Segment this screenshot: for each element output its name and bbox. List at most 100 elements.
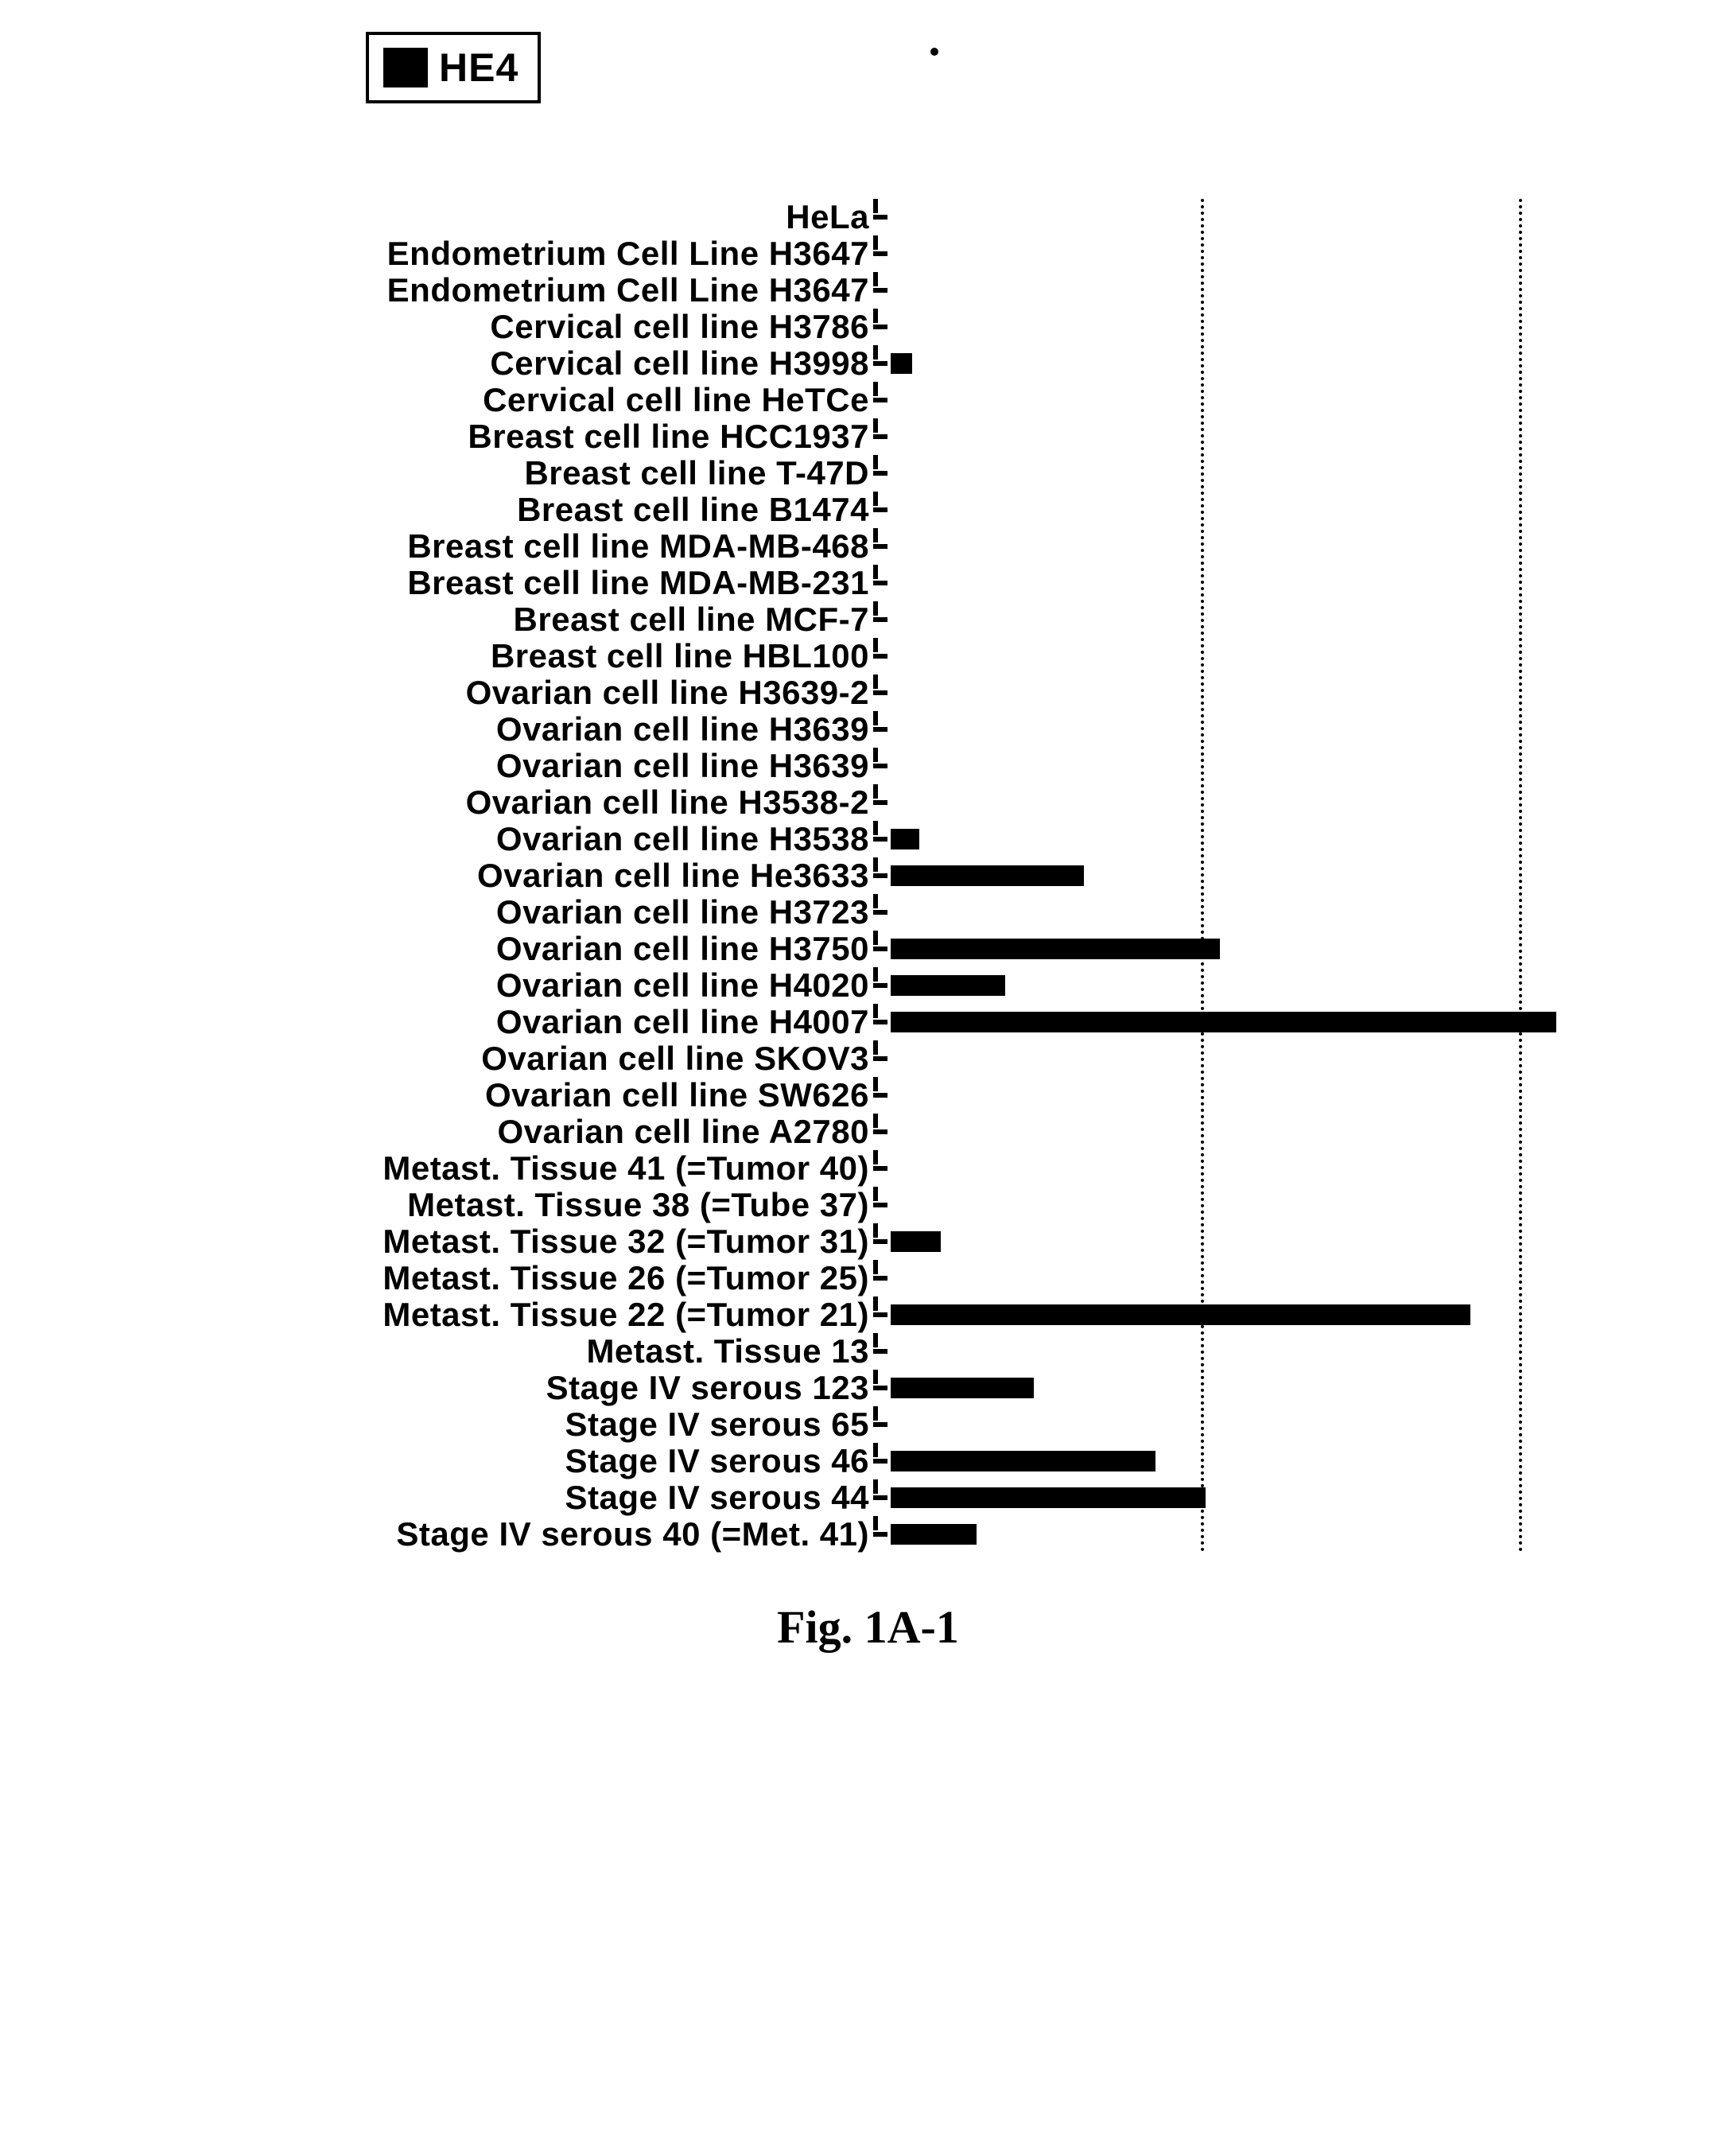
axis-tick-vert: [873, 638, 878, 652]
row-label: Stage IV serous 44: [565, 1479, 869, 1517]
axis-tick: [873, 251, 887, 256]
row-label: Stage IV serous 40 (=Met. 41): [396, 1515, 869, 1553]
table-row: Breast cell line B1474: [32, 492, 1704, 528]
axis-tick: [873, 873, 887, 878]
axis-tick: [873, 1495, 887, 1500]
bar: [891, 829, 919, 849]
axis-tick: [873, 910, 887, 915]
bar: [891, 1304, 1470, 1325]
axis-tick-vert: [873, 528, 878, 542]
table-row: Endometrium Cell Line H3647: [32, 272, 1704, 309]
axis-tick: [873, 1020, 887, 1024]
bar: [891, 1012, 1556, 1032]
axis-tick-vert: [873, 931, 878, 945]
axis-tick: [873, 398, 887, 402]
row-label: Ovarian cell line He3633: [477, 857, 869, 895]
row-label: Metast. Tissue 22 (=Tumor 21): [383, 1296, 869, 1334]
axis-tick: [873, 471, 887, 476]
axis-tick-vert: [873, 1260, 878, 1274]
axis-tick-vert: [873, 1004, 878, 1018]
row-label: Breast cell line T-47D: [524, 454, 869, 492]
axis-tick-vert: [873, 1443, 878, 1457]
axis-tick-vert: [873, 748, 878, 762]
figure-caption: Fig. 1A-1: [32, 1600, 1704, 1654]
row-label: Ovarian cell line H3538: [496, 820, 869, 858]
table-row: Stage IV serous 40 (=Met. 41): [32, 1516, 1704, 1553]
table-row: HeLa: [32, 199, 1704, 235]
axis-tick: [873, 1532, 887, 1537]
row-label: Ovarian cell line H3538-2: [466, 783, 869, 822]
axis-tick: [873, 581, 887, 585]
legend-swatch: [383, 48, 428, 87]
row-label: Breast cell line HBL100: [491, 637, 869, 675]
axis-tick-vert: [873, 784, 878, 799]
table-row: Endometrium Cell Line H3647: [32, 235, 1704, 272]
axis-tick: [873, 1166, 887, 1171]
axis-tick-vert: [873, 1333, 878, 1347]
axis-tick-vert: [873, 967, 878, 982]
row-label: Ovarian cell line H3639: [496, 747, 869, 785]
axis-tick-vert: [873, 821, 878, 835]
row-label: Endometrium Cell Line H3647: [387, 271, 869, 309]
row-label: Breast cell line MDA-MB-468: [407, 527, 869, 566]
row-label: Ovarian cell line H3750: [496, 930, 869, 968]
axis-tick-vert: [873, 711, 878, 725]
bar: [891, 1231, 941, 1252]
axis-tick: [873, 1276, 887, 1281]
table-row: Stage IV serous 65: [32, 1406, 1704, 1443]
row-label: HeLa: [786, 198, 869, 236]
table-row: Cervical cell line H3786: [32, 309, 1704, 345]
row-label: Ovarian cell line H3639-2: [466, 674, 869, 712]
axis-tick-vert: [873, 857, 878, 872]
axis-tick-vert: [873, 1187, 878, 1201]
table-row: Metast. Tissue 13: [32, 1333, 1704, 1370]
bar: [891, 353, 912, 374]
axis-tick: [873, 800, 887, 805]
row-label: Breast cell line HCC1937: [468, 418, 869, 456]
axis-tick-vert: [873, 674, 878, 689]
axis-tick-vert: [873, 1150, 878, 1164]
row-label: Metast. Tissue 26 (=Tumor 25): [383, 1259, 869, 1297]
row-label: Endometrium Cell Line H3647: [387, 235, 869, 273]
axis-tick: [873, 1312, 887, 1317]
row-label: Metast. Tissue 32 (=Tumor 31): [383, 1223, 869, 1261]
table-row: Ovarian cell line H3538: [32, 821, 1704, 857]
row-label: Breast cell line MCF-7: [514, 601, 869, 639]
axis-tick: [873, 727, 887, 732]
row-label: Breast cell line B1474: [517, 491, 869, 529]
table-row: Ovarian cell line H3639-2: [32, 674, 1704, 711]
axis-tick-vert: [873, 894, 878, 908]
table-row: Metast. Tissue 22 (=Tumor 21): [32, 1296, 1704, 1333]
axis-tick: [873, 1056, 887, 1061]
legend-label: HE4: [439, 45, 518, 91]
axis-tick-vert: [873, 272, 878, 286]
axis-tick-vert: [873, 565, 878, 579]
axis-tick-vert: [873, 1296, 878, 1311]
axis-tick-vert: [873, 1077, 878, 1091]
table-row: Cervical cell line H3998: [32, 345, 1704, 382]
row-label: Breast cell line MDA-MB-231: [407, 564, 869, 602]
row-label: Ovarian cell line A2780: [497, 1113, 869, 1151]
bar: [891, 975, 1005, 996]
row-label: Cervical cell line HeTCe: [483, 381, 869, 419]
gridline-1: [1201, 199, 1204, 1553]
bar: [891, 939, 1220, 959]
table-row: Ovarian cell line SW626: [32, 1077, 1704, 1114]
axis-tick-vert: [873, 1114, 878, 1128]
axis-tick-vert: [873, 309, 878, 323]
table-row: Breast cell line T-47D: [32, 455, 1704, 492]
axis-tick: [873, 544, 887, 549]
axis-tick: [873, 837, 887, 842]
axis-tick: [873, 764, 887, 768]
bar: [891, 865, 1084, 886]
table-row: Metast. Tissue 32 (=Tumor 31): [32, 1223, 1704, 1260]
axis-tick-vert: [873, 199, 878, 213]
table-row: Ovarian cell line H3750: [32, 931, 1704, 967]
axis-tick: [873, 1422, 887, 1427]
axis-tick: [873, 1239, 887, 1244]
axis-tick-vert: [873, 492, 878, 506]
row-label: Ovarian cell line SKOV3: [481, 1040, 869, 1078]
row-label: Metast. Tissue 13: [586, 1332, 869, 1370]
table-row: Breast cell line HBL100: [32, 638, 1704, 674]
table-row: Ovarian cell line H3538-2: [32, 784, 1704, 821]
